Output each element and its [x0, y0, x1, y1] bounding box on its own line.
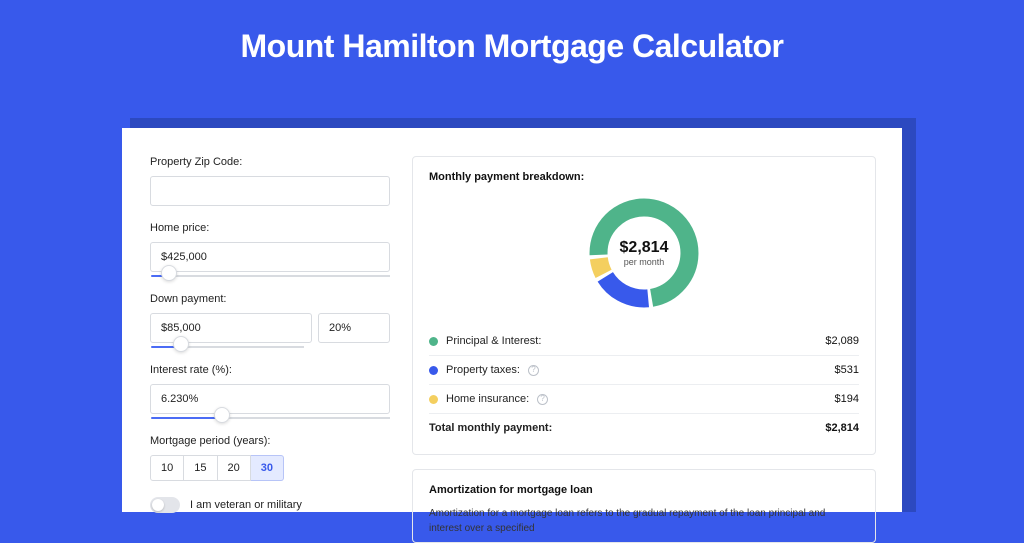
donut-center: $2,814 per month [620, 239, 669, 267]
interest-rate-slider[interactable] [150, 414, 390, 419]
veteran-toggle[interactable] [150, 497, 180, 513]
total-value: $2,814 [825, 422, 859, 434]
legend-label: Principal & Interest: [446, 335, 541, 347]
field-down-payment: Down payment: [150, 293, 390, 348]
total-row: Total monthly payment: $2,814 [429, 414, 859, 442]
donut-chart: $2,814 per month [429, 193, 859, 313]
veteran-label: I am veteran or military [190, 499, 302, 511]
legend-dot [429, 366, 438, 375]
info-icon[interactable]: ? [537, 394, 548, 405]
legend-row: Principal & Interest: $2,089 [429, 327, 859, 355]
donut-center-sub: per month [620, 257, 669, 267]
mortgage-period-option-10[interactable]: 10 [150, 455, 184, 481]
field-interest-rate: Interest rate (%): [150, 364, 390, 419]
donut-center-value: $2,814 [620, 239, 669, 257]
info-icon[interactable]: ? [528, 365, 539, 376]
legend-value: $194 [835, 393, 859, 405]
legend-value: $531 [835, 364, 859, 376]
calculator-card: Property Zip Code: Home price: Down paym… [122, 128, 902, 512]
mortgage-period-label: Mortgage period (years): [150, 435, 390, 447]
legend-label: Home insurance: [446, 393, 529, 405]
down-payment-slider-thumb[interactable] [173, 336, 189, 352]
zip-label: Property Zip Code: [150, 156, 390, 168]
summary-column: Monthly payment breakdown: $2,814 per mo… [412, 156, 876, 512]
form-column: Property Zip Code: Home price: Down paym… [150, 156, 390, 512]
down-payment-percent-input[interactable] [318, 313, 390, 343]
interest-rate-slider-thumb[interactable] [214, 407, 230, 423]
breakdown-title: Monthly payment breakdown: [429, 171, 859, 183]
page-title: Mount Hamilton Mortgage Calculator [0, 0, 1024, 85]
interest-rate-input[interactable] [150, 384, 390, 414]
veteran-row: I am veteran or military [150, 497, 390, 513]
amortization-panel: Amortization for mortgage loan Amortizat… [412, 469, 876, 543]
amortization-title: Amortization for mortgage loan [429, 484, 859, 496]
home-price-label: Home price: [150, 222, 390, 234]
legend-row: Property taxes:? $531 [429, 356, 859, 384]
amortization-body: Amortization for a mortgage loan refers … [429, 506, 859, 536]
zip-input[interactable] [150, 176, 390, 206]
field-zip: Property Zip Code: [150, 156, 390, 206]
legend-row: Home insurance:? $194 [429, 385, 859, 413]
legend-dot [429, 395, 438, 404]
home-price-slider-thumb[interactable] [161, 265, 177, 281]
breakdown-panel: Monthly payment breakdown: $2,814 per mo… [412, 156, 876, 455]
mortgage-period-option-15[interactable]: 15 [184, 455, 217, 481]
mortgage-period-segmented: 10152030 [150, 455, 390, 481]
down-payment-slider[interactable] [150, 343, 304, 348]
total-label: Total monthly payment: [429, 422, 552, 434]
field-mortgage-period: Mortgage period (years): 10152030 [150, 435, 390, 481]
down-payment-label: Down payment: [150, 293, 390, 305]
home-price-input[interactable] [150, 242, 390, 272]
legend-dot [429, 337, 438, 346]
mortgage-period-option-20[interactable]: 20 [218, 455, 251, 481]
home-price-slider[interactable] [150, 272, 390, 277]
legend-label: Property taxes: [446, 364, 520, 376]
field-home-price: Home price: [150, 222, 390, 277]
interest-rate-label: Interest rate (%): [150, 364, 390, 376]
mortgage-period-option-30[interactable]: 30 [251, 455, 284, 481]
legend-value: $2,089 [825, 335, 859, 347]
